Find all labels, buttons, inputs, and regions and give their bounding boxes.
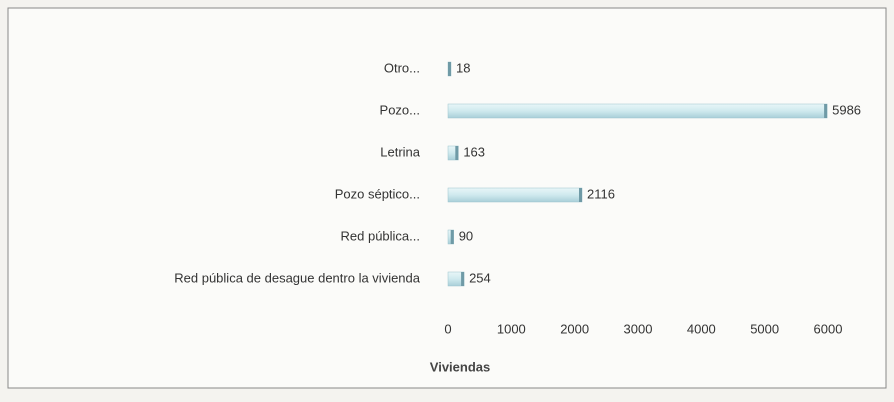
bar-cap [461, 272, 465, 286]
value-label: 254 [469, 270, 491, 285]
bar-cap [455, 146, 459, 160]
y-tick-label: Red pública... [341, 228, 421, 243]
value-label: 90 [459, 228, 473, 243]
value-label: 163 [463, 144, 485, 159]
chart-frame [7, 7, 887, 389]
x-tick-label: 0 [444, 321, 451, 336]
x-tick-label: 5000 [750, 321, 779, 336]
x-tick-label: 1000 [497, 321, 526, 336]
bar-cap [824, 104, 828, 118]
y-tick-label: Red pública de desague dentro la viviend… [174, 270, 421, 285]
bar [447, 187, 583, 203]
value-label: 5986 [832, 102, 861, 117]
bar-cap [448, 62, 451, 76]
bar-cap [450, 230, 454, 244]
y-tick-label: Pozo séptico... [335, 186, 420, 201]
value-label: 18 [456, 60, 470, 75]
bar-cap [579, 188, 583, 202]
x-tick-label: 3000 [624, 321, 653, 336]
x-tick-label: 2000 [560, 321, 589, 336]
x-axis-label: Viviendas [430, 359, 490, 374]
y-tick-label: Letrina [380, 144, 421, 159]
y-tick-label: Pozo... [380, 102, 420, 117]
x-tick-label: 4000 [687, 321, 716, 336]
value-label: 2116 [587, 186, 615, 201]
y-tick-label: Otro... [384, 60, 420, 75]
x-tick-label: 6000 [814, 321, 843, 336]
bar [447, 103, 828, 119]
